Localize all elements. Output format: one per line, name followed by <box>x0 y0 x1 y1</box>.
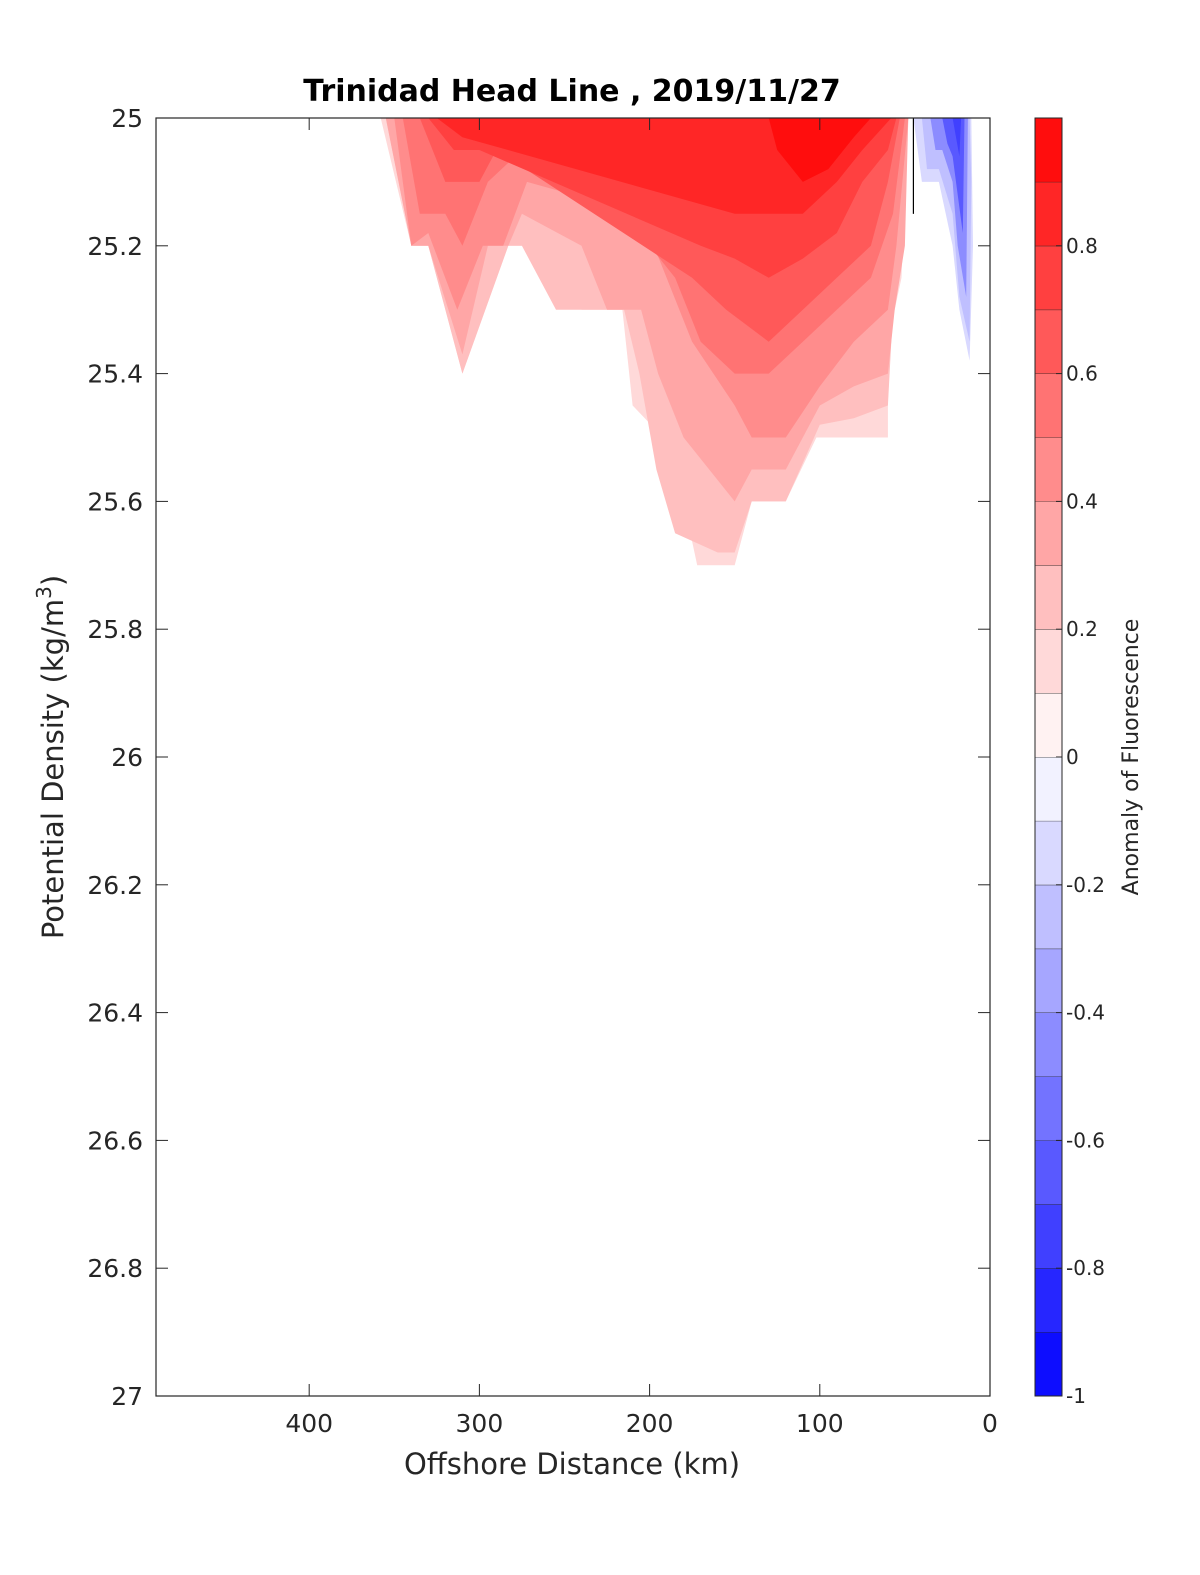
y-tick-label: 25.4 <box>87 360 143 389</box>
colorbar: 0.8 0.6 0.4 0.2 0 -0.2 -0.4 -0.6 -0.8 -1 Anomaly … <box>1034 117 1144 1408</box>
colorbar-band <box>1035 1012 1062 1077</box>
x-axis-ticks: 400 300 200 100 0 <box>285 118 998 1438</box>
y-axis-label-superscript: 3 <box>32 586 56 599</box>
colorbar-tick-label: 0.4 <box>1066 489 1098 513</box>
x-tick-label: 0 <box>982 1409 998 1438</box>
colorbar-band <box>1035 1268 1062 1333</box>
colorbar-band <box>1035 693 1062 757</box>
colorbar-tick-label: -0.2 <box>1066 873 1105 897</box>
plot-area: 400 300 200 100 0 25 25.2 25.4 25.6 25.8 26 26.2 26… <box>87 104 998 1438</box>
colorbar-band <box>1035 1204 1062 1269</box>
y-tick-label: 26.8 <box>87 1254 143 1283</box>
colorbar-band <box>1035 309 1062 374</box>
y-tick-label: 27 <box>111 1382 143 1411</box>
colorbar-tick-label: 0.8 <box>1066 234 1098 258</box>
colorbar-band <box>1035 373 1062 438</box>
colorbar-tick-label: -1 <box>1066 1384 1086 1408</box>
y-tick-label: 25.2 <box>87 232 143 261</box>
colorbar-tick-label: -0.6 <box>1066 1128 1105 1152</box>
colorbar-band <box>1035 245 1062 310</box>
y-tick-label: 25.6 <box>87 487 143 516</box>
y-axis-label-close: ) <box>36 575 70 586</box>
chart-title: Trinidad Head Line , 2019/11/27 <box>303 74 840 109</box>
x-tick-label: 200 <box>626 1409 674 1438</box>
y-axis-ticks: 25 25.2 25.4 25.6 25.8 26 26.2 26.4 26.6 26.8 27 <box>87 104 990 1411</box>
colorbar-tick-label: -0.8 <box>1066 1256 1105 1280</box>
colorbar-label: Anomaly of Fluorescence <box>1119 619 1144 896</box>
colorbar-band <box>1035 565 1062 630</box>
colorbar-band <box>1035 1140 1062 1205</box>
colorbar-band <box>1035 1332 1062 1396</box>
colorbar-tick-label: -0.4 <box>1066 1001 1105 1025</box>
y-tick-label: 26 <box>111 743 143 772</box>
x-tick-label: 400 <box>285 1409 333 1438</box>
x-tick-label: 300 <box>456 1409 504 1438</box>
y-axis-label-main: Potential Density (kg/m <box>36 599 70 939</box>
colorbar-band <box>1035 820 1062 885</box>
y-tick-label: 26.4 <box>87 999 143 1028</box>
x-axis-label: Offshore Distance (km) <box>404 1447 740 1481</box>
colorbar-tick-label: 0.2 <box>1066 617 1098 641</box>
colorbar-band <box>1035 884 1062 949</box>
y-tick-label: 25.8 <box>87 615 143 644</box>
y-tick-label: 26.2 <box>87 871 143 900</box>
contour-fill-layer <box>380 118 973 566</box>
x-tick-label: 100 <box>796 1409 844 1438</box>
colorbar-ticks: 0.8 0.6 0.4 0.2 0 -0.2 -0.4 -0.6 -0.8 -1 <box>1056 234 1105 1408</box>
colorbar-band <box>1035 1076 1062 1141</box>
contour-region-8 <box>768 118 871 182</box>
colorbar-tick-label: 0 <box>1066 745 1079 769</box>
colorbar-band <box>1035 757 1062 821</box>
colorbar-band <box>1035 181 1062 246</box>
colorbar-band <box>1035 501 1062 566</box>
y-tick-label: 25 <box>111 104 143 133</box>
colorbar-band <box>1035 948 1062 1013</box>
colorbar-band <box>1035 437 1062 502</box>
colorbar-band <box>1035 629 1062 694</box>
contour-region-13 <box>952 118 962 157</box>
colorbar-tick-label: 0.6 <box>1066 362 1098 386</box>
colorbar-band <box>1035 118 1062 182</box>
y-axis-label: Potential Density (kg/m3) <box>32 575 70 939</box>
y-tick-label: 26.6 <box>87 1126 143 1155</box>
